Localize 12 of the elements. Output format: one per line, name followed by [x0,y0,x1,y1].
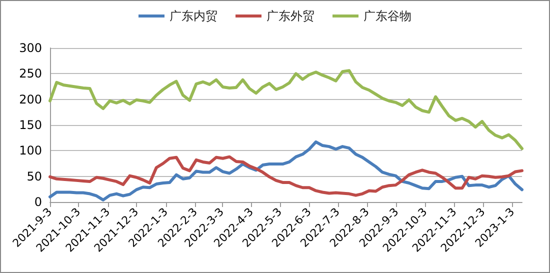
legend-label: 广东谷物 [364,9,412,23]
y-tick-label: 0 [34,195,42,209]
legend-label: 广东外贸 [266,9,314,23]
y-tick-label: 100 [19,144,42,158]
y-tick-label: 150 [19,118,42,132]
y-tick-label: 250 [19,66,42,81]
y-tick-label: 50 [26,169,42,184]
y-tick-label: 300 [19,41,42,55]
legend-label: 广东内贸 [170,9,218,23]
line-series [48,69,524,150]
line-series [48,155,524,197]
y-tick-label: 200 [19,92,42,106]
